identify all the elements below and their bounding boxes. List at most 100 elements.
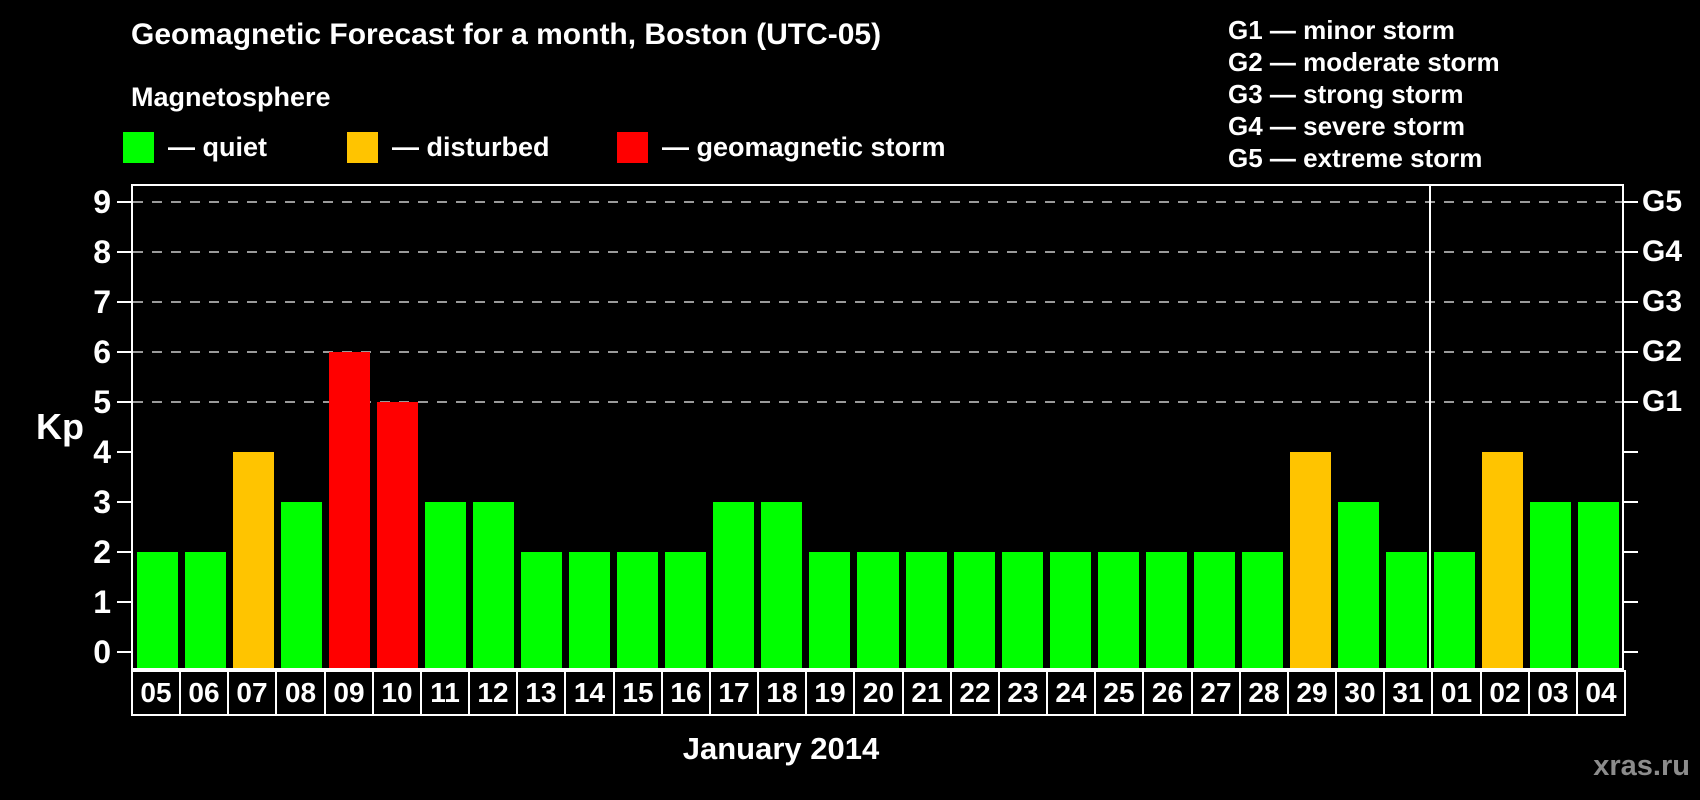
left-axis-tick bbox=[117, 351, 131, 353]
kp-bar-day-17 bbox=[713, 502, 754, 668]
day-label-26: 26 bbox=[1142, 670, 1193, 716]
day-label-12: 12 bbox=[468, 670, 518, 716]
day-label-27: 27 bbox=[1191, 670, 1241, 716]
disturbed-swatch bbox=[347, 131, 378, 163]
kp-bar-day-02 bbox=[1482, 452, 1523, 668]
storm-scale-item-g2: G2 — moderate storm bbox=[1228, 47, 1500, 77]
day-label-19: 19 bbox=[805, 670, 855, 716]
gridline-kp8 bbox=[133, 251, 1622, 253]
right-axis-tick bbox=[1624, 651, 1638, 653]
right-axis-tick bbox=[1624, 451, 1638, 453]
day-label-28: 28 bbox=[1239, 670, 1289, 716]
y-axis-tick-label-4: 4 bbox=[93, 434, 111, 470]
left-axis-tick bbox=[117, 601, 131, 603]
left-axis-tick bbox=[117, 201, 131, 203]
day-label-22: 22 bbox=[950, 670, 1000, 716]
kp-bar-day-06 bbox=[185, 552, 226, 668]
day-label-29: 29 bbox=[1287, 670, 1337, 716]
kp-bar-day-19 bbox=[809, 552, 850, 668]
day-label-03: 03 bbox=[1528, 670, 1578, 716]
right-axis-tick bbox=[1624, 251, 1638, 253]
kp-bar-day-31 bbox=[1386, 552, 1427, 668]
left-axis-tick bbox=[117, 501, 131, 503]
kp-bar-day-26 bbox=[1146, 552, 1187, 668]
kp-bar-day-14 bbox=[569, 552, 610, 668]
right-axis-tick bbox=[1624, 551, 1638, 553]
kp-bar-day-03 bbox=[1530, 502, 1571, 668]
legend-label-disturbed: — disturbed bbox=[392, 132, 550, 162]
kp-bar-day-08 bbox=[281, 502, 322, 668]
storm-scale-item-g3: G3 — strong storm bbox=[1228, 79, 1464, 109]
kp-bar-day-29 bbox=[1290, 452, 1331, 668]
left-axis-tick bbox=[117, 651, 131, 653]
kp-bar-day-04 bbox=[1578, 502, 1619, 668]
day-label-20: 20 bbox=[853, 670, 904, 716]
right-axis-tick bbox=[1624, 201, 1638, 203]
kp-bar-day-24 bbox=[1050, 552, 1091, 668]
kp-bar-day-09 bbox=[329, 352, 370, 668]
left-axis-tick bbox=[117, 451, 131, 453]
right-axis-label-g3: G3 bbox=[1642, 285, 1683, 318]
day-label-11: 11 bbox=[420, 670, 470, 716]
day-label-17: 17 bbox=[709, 670, 759, 716]
gridline-kp9 bbox=[133, 201, 1622, 203]
kp-bar-day-11 bbox=[425, 502, 466, 668]
right-axis-tick bbox=[1624, 301, 1638, 303]
day-label-06: 06 bbox=[179, 670, 229, 716]
day-label-01: 01 bbox=[1431, 670, 1482, 716]
right-axis-tick bbox=[1624, 601, 1638, 603]
kp-bar-day-22 bbox=[954, 552, 995, 668]
legend-item-storm: — geomagnetic storm bbox=[617, 131, 946, 163]
left-axis-tick bbox=[117, 251, 131, 253]
magnetosphere-legend-title: Magnetosphere bbox=[131, 82, 331, 112]
right-axis-label-g4: G4 bbox=[1642, 235, 1683, 268]
kp-bar-day-21 bbox=[906, 552, 947, 668]
kp-bar-day-10 bbox=[377, 402, 418, 668]
day-label-31: 31 bbox=[1383, 670, 1433, 716]
kp-bar-day-12 bbox=[473, 502, 514, 668]
left-axis-tick bbox=[117, 301, 131, 303]
y-axis-tick-label-3: 3 bbox=[93, 484, 111, 520]
left-axis-tick bbox=[117, 551, 131, 553]
legend-item-quiet: — quiet bbox=[123, 131, 267, 163]
day-label-16: 16 bbox=[661, 670, 711, 716]
y-axis-tick-label-0: 0 bbox=[93, 634, 111, 670]
kp-bar-day-07 bbox=[233, 452, 274, 668]
kp-bar-day-20 bbox=[857, 552, 899, 668]
day-label-24: 24 bbox=[1046, 670, 1096, 716]
watermark: xras.ru bbox=[1593, 750, 1690, 782]
day-label-07: 07 bbox=[227, 670, 277, 716]
plot-area: 0 1 2 3 4 5 6 7 8 9 G1 G2 G3 G4 G5 bbox=[93, 184, 1682, 670]
storm-scale-legend: G1 — minor storm G2 — moderate storm G3 — … bbox=[1228, 14, 1500, 174]
chart-title: Geomagnetic Forecast for a month, Boston… bbox=[131, 18, 882, 51]
right-axis-tick bbox=[1624, 401, 1638, 403]
x-axis-day-labels: 05 06 07 08 09 10 11 12 13 14 15 16 17 18 19 20 21 22 23 24… bbox=[131, 670, 1626, 716]
right-axis-label-g1: G1 bbox=[1642, 385, 1683, 418]
kp-bar-day-15 bbox=[617, 552, 658, 668]
kp-bar-day-25 bbox=[1098, 552, 1139, 668]
gridline-kp5 bbox=[133, 401, 1622, 403]
day-label-25: 25 bbox=[1094, 670, 1144, 716]
storm-swatch bbox=[617, 131, 648, 163]
legend-label-quiet: — quiet bbox=[168, 132, 267, 162]
day-label-30: 30 bbox=[1335, 670, 1385, 716]
day-label-02: 02 bbox=[1480, 670, 1530, 716]
day-label-09: 09 bbox=[324, 670, 374, 716]
y-axis-tick-label-6: 6 bbox=[93, 334, 111, 370]
storm-scale-item-g4: G4 — severe storm bbox=[1228, 111, 1466, 141]
kp-bar-day-01 bbox=[1434, 552, 1475, 668]
kp-bar-day-27 bbox=[1194, 552, 1235, 668]
right-axis-tick bbox=[1624, 501, 1638, 503]
kp-bar-day-23 bbox=[1002, 552, 1043, 668]
gridline-kp7 bbox=[133, 301, 1622, 303]
day-label-10: 10 bbox=[372, 670, 422, 716]
right-axis-tick bbox=[1624, 351, 1638, 353]
kp-bar-day-18 bbox=[761, 502, 802, 668]
y-axis-tick-label-1: 1 bbox=[93, 584, 111, 620]
y-axis-tick-label-2: 2 bbox=[93, 534, 111, 570]
x-axis-title: January 2014 bbox=[682, 731, 880, 766]
day-label-21: 21 bbox=[902, 670, 952, 716]
kp-bar-day-30 bbox=[1338, 502, 1379, 668]
kp-bar-day-05 bbox=[137, 552, 178, 668]
y-axis-tick-label-8: 8 bbox=[93, 234, 111, 270]
